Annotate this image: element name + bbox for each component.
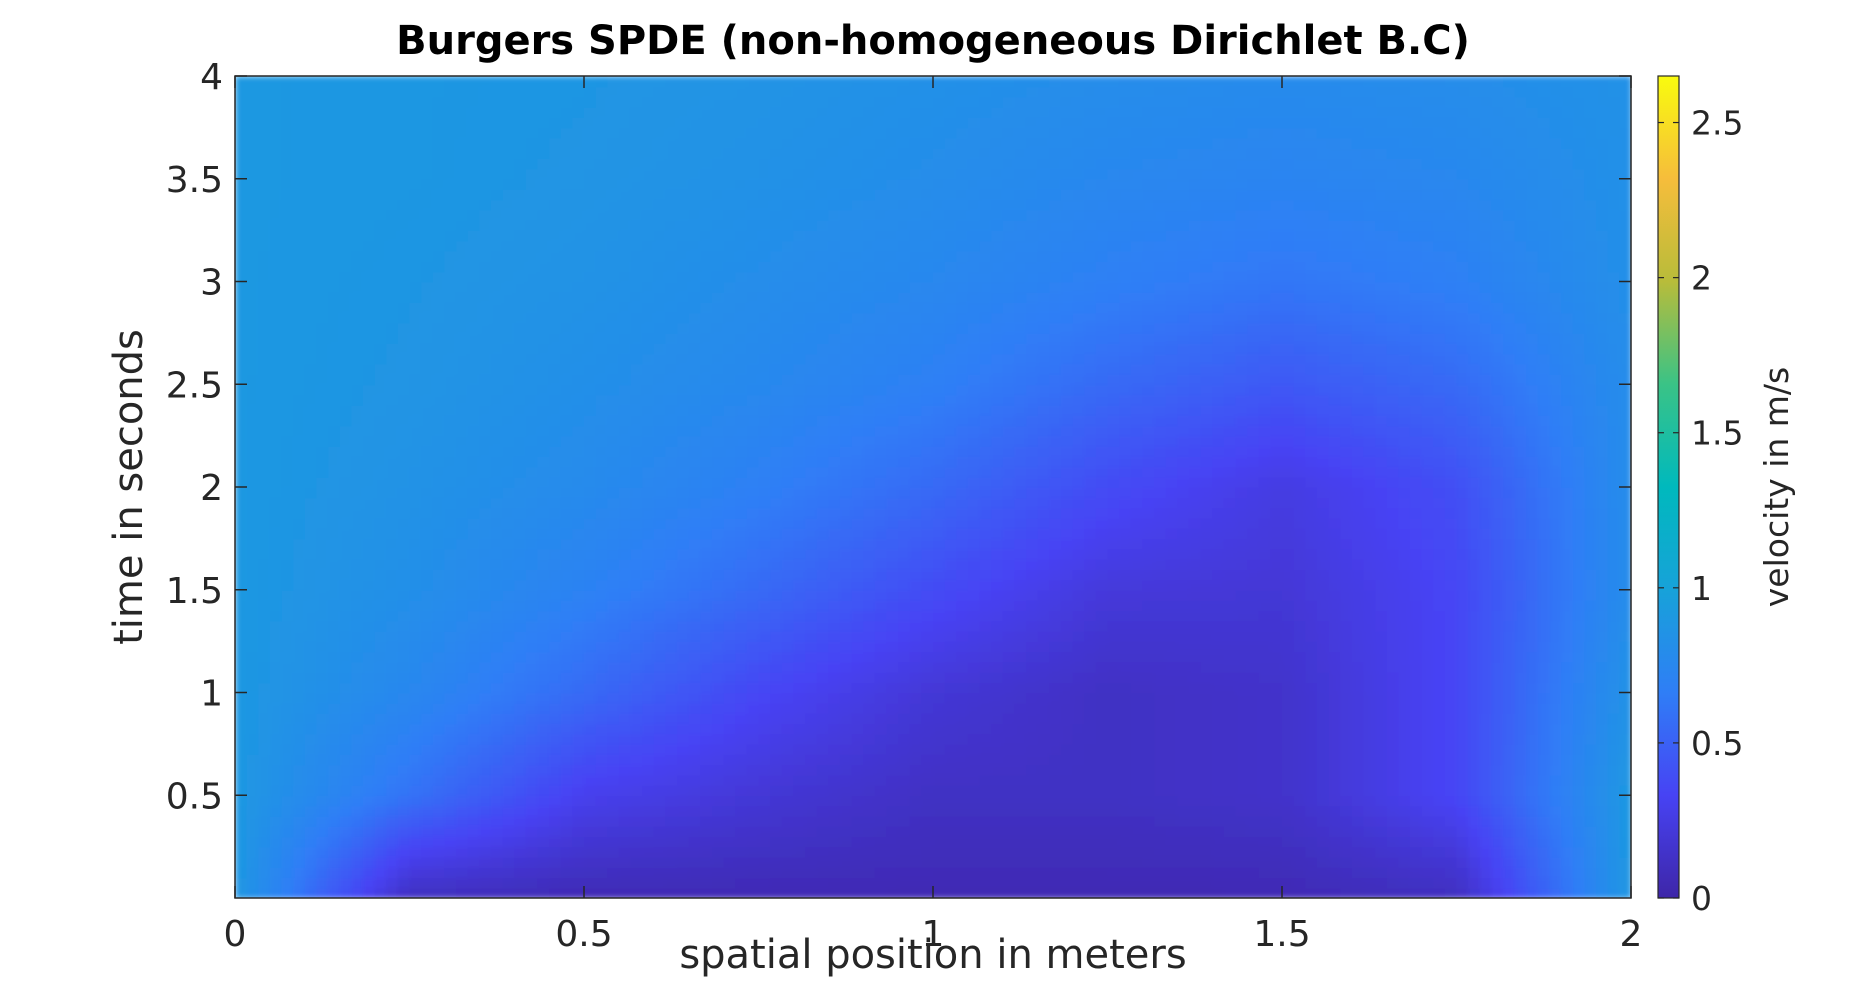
colorbar-tick-label: 0.5	[1691, 724, 1743, 763]
x-tick-label: 1.5	[1253, 914, 1310, 955]
x-tick-label: 2	[1620, 914, 1643, 955]
y-axis-label: time in seconds	[106, 329, 152, 645]
colorbar-tick-label: 1	[1691, 569, 1712, 608]
y-tick-label: 1.5	[166, 571, 223, 612]
x-tick-label: 0	[224, 914, 247, 955]
colorbar-tick-label: 0	[1691, 879, 1712, 918]
y-tick-label: 4	[200, 57, 223, 98]
colorbar-tick-label: 1.5	[1691, 414, 1743, 453]
heatmap-cells	[235, 76, 1631, 898]
y-tick-label: 2.5	[166, 365, 223, 406]
x-tick-label: 1	[922, 914, 945, 955]
y-tick-label: 1	[200, 674, 223, 715]
y-axis: 0.5 1 1.5 2 2.5 3 3.5 4	[166, 57, 1631, 817]
colorbar-label: velocity in m/s	[1757, 367, 1796, 608]
y-tick-label: 0.5	[166, 776, 223, 817]
colorbar-tick-label: 2.5	[1691, 104, 1743, 143]
heatmap-field	[235, 76, 1631, 898]
colorbar-tick-label: 2	[1691, 259, 1712, 298]
chart-title: Burgers SPDE (non-homogeneous Dirichlet …	[396, 18, 1470, 64]
x-axis: 0 0.5 1 1.5 2	[224, 76, 1643, 955]
x-axis-label: spatial position in meters	[679, 932, 1186, 978]
y-tick-label: 2	[200, 468, 223, 509]
colorbar-ticks: 0 0.5 1 1.5 2 2.5	[1658, 104, 1743, 918]
colorbar	[1657, 75, 1680, 899]
y-tick-label: 3.5	[166, 160, 223, 201]
x-tick-label: 0.5	[555, 914, 612, 955]
y-tick-label: 3	[200, 263, 223, 304]
